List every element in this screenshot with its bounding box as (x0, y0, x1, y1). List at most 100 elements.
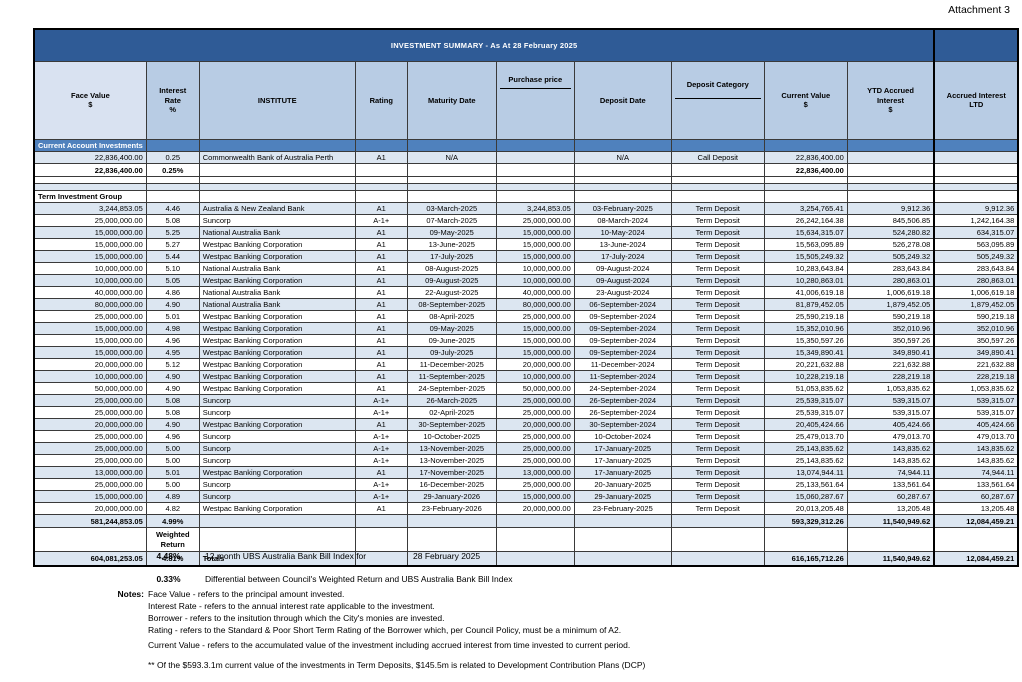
empty-cell (573, 183, 672, 192)
cell-face-value: 15,000,000.00 (33, 322, 147, 336)
cell-current-value: 15,634,315.07 (763, 226, 848, 240)
cell-maturity-date: 30-September-2025 (406, 418, 497, 432)
cell-deposit-category: Term Deposit (670, 430, 765, 444)
cell-current-value: 81,879,452.05 (763, 298, 848, 312)
cell-face-value: 25,000,000.00 (33, 214, 147, 228)
cell-deposit-date: 10-May-2024 (573, 226, 672, 240)
cell-interest-rate: 5.05 (145, 274, 200, 288)
cell-rating: A1 (354, 346, 408, 360)
cell-deposit-date (573, 163, 672, 178)
cell-interest-rate: 4.99% (145, 514, 200, 529)
cell-rating: A-1+ (354, 454, 408, 468)
cell-face-value: 25,000,000.00 (33, 478, 147, 492)
cell-rating: A1 (354, 226, 408, 240)
cell-deposit-category: Term Deposit (670, 418, 765, 432)
cell-deposit-date: 09-September-2024 (573, 310, 672, 324)
empty-cell (198, 176, 356, 185)
cell-maturity-date: 17-July-2025 (406, 250, 497, 264)
cell-deposit-category: Term Deposit (670, 226, 765, 240)
cell-interest-rate: 5.44 (145, 250, 200, 264)
table-row: 25,000,000.00 5.00 Suncorp A-1+ 13-November-… (33, 454, 1019, 468)
cell-deposit-date: 30-September-2024 (573, 418, 672, 432)
cell-ytd-accrued-interest: 280,863.01 (846, 274, 935, 288)
weighted-row: Weighted Return (33, 527, 1019, 553)
empty-cell (354, 139, 408, 153)
cell-interest-rate: 5.10 (145, 262, 200, 276)
empty-cell (33, 527, 147, 553)
cell-accrued-interest-ltd: 133,561.64 (933, 478, 1019, 492)
cell-ytd-accrued-interest: 539,315.07 (846, 406, 935, 420)
cell-maturity-date (406, 551, 497, 567)
cell-face-value: 20,000,000.00 (33, 418, 147, 432)
empty-cell (933, 176, 1019, 185)
empty-cell (933, 183, 1019, 192)
cell-rating: A1 (354, 202, 408, 216)
cell-maturity-date: 29-January-2026 (406, 490, 497, 504)
empty-cell (573, 139, 672, 153)
differential-rate: 0.33% (156, 574, 181, 584)
cell-deposit-date: 23-February-2025 (573, 502, 672, 516)
note-line: Current Value - refers to the accumulate… (148, 640, 631, 650)
cell-institute: Westpac Banking Corporation (198, 370, 356, 384)
cell-maturity-date: 22-August-2025 (406, 286, 497, 300)
empty-cell (933, 190, 1019, 204)
cell-current-value: 10,280,863.01 (763, 274, 848, 288)
cell-current-value: 15,352,010.96 (763, 322, 848, 336)
cell-institute: Suncorp (198, 394, 356, 408)
cell-maturity-date: 11-September-2025 (406, 370, 497, 384)
cell-ytd-accrued-interest: 1,053,835.62 (846, 382, 935, 396)
empty-cell (670, 183, 765, 192)
cell-rating: A1 (354, 334, 408, 348)
cell-deposit-category: Term Deposit (670, 298, 765, 312)
cell-face-value: 10,000,000.00 (33, 262, 147, 276)
cell-interest-rate: 5.00 (145, 478, 200, 492)
cell-maturity-date: 07-March-2025 (406, 214, 497, 228)
cell-maturity-date: 13-June-2025 (406, 238, 497, 252)
table-row: 20,000,000.00 4.82 Westpac Banking Corpora… (33, 502, 1019, 516)
cell-ytd-accrued-interest: 13,205.48 (846, 502, 935, 516)
cell-deposit-category: Term Deposit (670, 394, 765, 408)
cell-maturity-date: 13-November-2025 (406, 454, 497, 468)
cell-accrued-interest-ltd: 1,006,619.18 (933, 286, 1019, 300)
cell-rating (354, 163, 408, 178)
cell-deposit-category: Term Deposit (670, 454, 765, 468)
cell-purchase-price: 15,000,000.00 (495, 238, 575, 252)
subtotal-row: 22,836,400.00 0.25% 22,836,400.00 (33, 163, 1019, 178)
cell-ytd-accrued-interest: 845,506.85 (846, 214, 935, 228)
cell-purchase-price: 15,000,000.00 (495, 334, 575, 348)
cell-current-value: 51,053,835.62 (763, 382, 848, 396)
cell-institute: Westpac Banking Corporation (198, 466, 356, 480)
cell-current-value: 25,479,013.70 (763, 430, 848, 444)
cell-accrued-interest-ltd: 479,013.70 (933, 430, 1019, 444)
empty-cell (670, 527, 765, 553)
cell-deposit-date (573, 514, 672, 529)
empty-cell (406, 527, 497, 553)
cell-accrued-interest-ltd: 1,879,452.05 (933, 298, 1019, 312)
cell-deposit-date: 17-January-2025 (573, 466, 672, 480)
cell-current-value: 25,539,315.07 (763, 394, 848, 408)
cell-current-value: 41,006,619.18 (763, 286, 848, 300)
empty-cell (573, 527, 672, 553)
cell-deposit-date: 09-August-2024 (573, 262, 672, 276)
cell-face-value: 15,000,000.00 (33, 490, 147, 504)
cell-interest-rate: 5.08 (145, 406, 200, 420)
cell-ytd-accrued-interest (846, 163, 935, 178)
cell-institute: Westpac Banking Corporation (198, 310, 356, 324)
cell-accrued-interest-ltd: 505,249.32 (933, 250, 1019, 264)
cell-accrued-interest-ltd: 563,095.89 (933, 238, 1019, 252)
cell-deposit-category: Term Deposit (670, 490, 765, 504)
cell-maturity-date: 08-August-2025 (406, 262, 497, 276)
empty-cell (670, 139, 765, 153)
cell-institute: Suncorp (198, 454, 356, 468)
cell-institute: National Australia Bank (198, 286, 356, 300)
cell-current-value: 15,060,287.67 (763, 490, 848, 504)
cell-interest-rate: 0.25% (145, 163, 200, 178)
cell-ytd-accrued-interest: 74,944.11 (846, 466, 935, 480)
cell-accrued-interest-ltd (933, 151, 1019, 165)
cell-interest-rate: 4.89 (145, 490, 200, 504)
cell-institute: Totals (198, 551, 356, 567)
table-row: 25,000,000.00 4.96 Suncorp A-1+ 10-October-2… (33, 430, 1019, 444)
benchmark-rate: 4.48% (156, 551, 181, 561)
cell-deposit-category: Term Deposit (670, 238, 765, 252)
table-row: 40,000,000.00 4.86 National Australia Bank… (33, 286, 1019, 300)
